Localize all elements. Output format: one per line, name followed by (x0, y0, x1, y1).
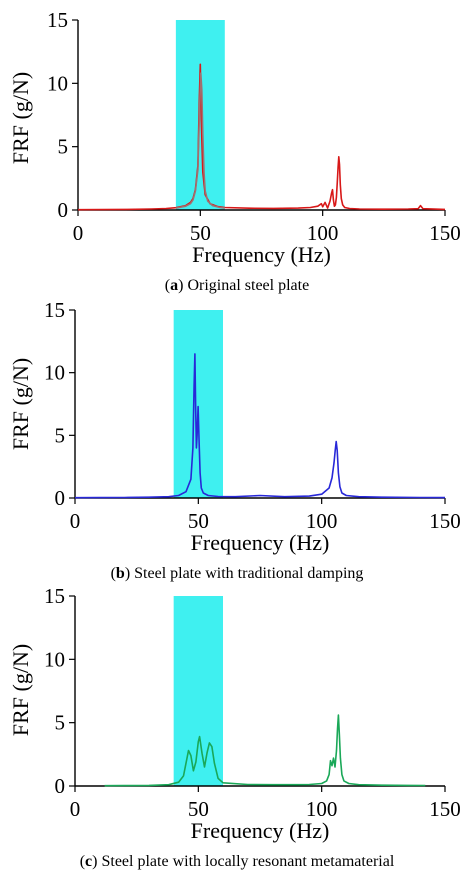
series-line-1 (77, 63, 446, 211)
highlight-band (173, 596, 223, 786)
y-tick-label: 15 (47, 8, 68, 32)
x-tick-label: 0 (70, 797, 81, 821)
y-tick-label: 10 (44, 361, 65, 385)
y-axis-title: FRF (g/N) (8, 358, 33, 450)
x-tick-label: 150 (429, 509, 461, 533)
x-tick-label: 150 (429, 221, 461, 245)
y-tick-label: 10 (44, 647, 65, 671)
x-tick-label: 100 (307, 221, 339, 245)
x-tick-label: 0 (73, 221, 84, 245)
y-tick-label: 0 (55, 486, 66, 510)
series-line-2 (175, 72, 225, 209)
x-tick-label: 100 (306, 509, 338, 533)
caption: (a) Original steel plate (165, 277, 309, 294)
y-tick-label: 10 (47, 71, 68, 95)
x-tick-label: 50 (188, 509, 209, 533)
x-tick-label: 50 (190, 221, 211, 245)
highlight-band (173, 310, 223, 498)
x-axis-title: Frequency (Hz) (191, 530, 330, 555)
series-line-1 (104, 714, 426, 787)
series-line-1 (74, 353, 446, 499)
x-tick-label: 0 (70, 509, 81, 533)
x-axis-title: Frequency (Hz) (191, 818, 330, 843)
y-tick-label: 15 (44, 584, 65, 608)
y-tick-label: 5 (58, 135, 69, 159)
caption: (b) Steel plate with traditional damping (111, 565, 364, 582)
y-tick-label: 5 (55, 711, 66, 735)
y-tick-label: 15 (44, 298, 65, 322)
x-tick-label: 100 (306, 797, 338, 821)
y-tick-label: 0 (55, 774, 66, 798)
y-tick-label: 5 (55, 423, 66, 447)
x-tick-label: 50 (188, 797, 209, 821)
highlight-band (175, 20, 225, 210)
caption: (c) Steel plate with locally resonant me… (80, 853, 395, 870)
y-tick-label: 0 (58, 198, 69, 222)
x-axis-title: Frequency (Hz) (192, 242, 331, 267)
y-axis-title: FRF (g/N) (8, 644, 33, 736)
y-axis-title: FRF (g/N) (8, 72, 33, 164)
x-tick-label: 150 (429, 797, 461, 821)
